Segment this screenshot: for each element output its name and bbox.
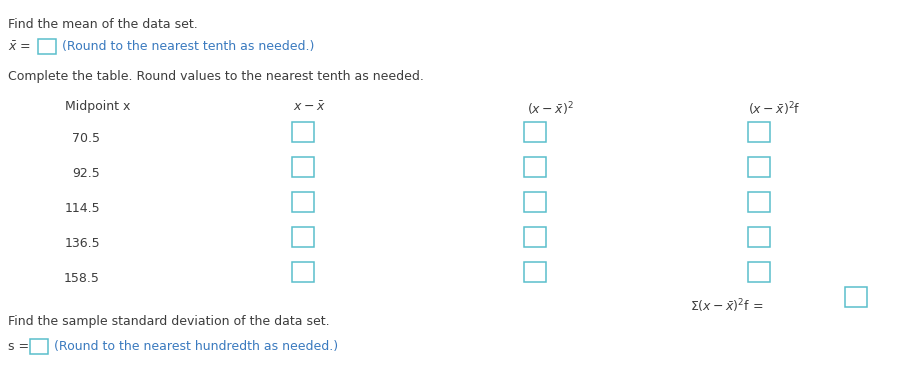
FancyBboxPatch shape bbox=[38, 39, 56, 54]
FancyBboxPatch shape bbox=[524, 157, 546, 177]
FancyBboxPatch shape bbox=[524, 122, 546, 142]
FancyBboxPatch shape bbox=[30, 339, 48, 354]
FancyBboxPatch shape bbox=[524, 192, 546, 212]
Text: s =: s = bbox=[8, 340, 30, 353]
Text: 92.5: 92.5 bbox=[72, 167, 100, 180]
Text: (Round to the nearest tenth as needed.): (Round to the nearest tenth as needed.) bbox=[62, 40, 314, 53]
FancyBboxPatch shape bbox=[845, 287, 867, 307]
FancyBboxPatch shape bbox=[524, 227, 546, 247]
Text: $x-\bar{x}$: $x-\bar{x}$ bbox=[293, 100, 325, 113]
Text: Find the sample standard deviation of the data set.: Find the sample standard deviation of th… bbox=[8, 315, 330, 328]
FancyBboxPatch shape bbox=[292, 157, 314, 177]
Text: $(x-\bar{x})^2$: $(x-\bar{x})^2$ bbox=[527, 100, 574, 118]
FancyBboxPatch shape bbox=[748, 227, 770, 247]
FancyBboxPatch shape bbox=[292, 262, 314, 282]
FancyBboxPatch shape bbox=[748, 122, 770, 142]
Text: 114.5: 114.5 bbox=[65, 202, 100, 215]
Text: $\bar{x}$ =: $\bar{x}$ = bbox=[8, 40, 30, 53]
FancyBboxPatch shape bbox=[292, 122, 314, 142]
FancyBboxPatch shape bbox=[748, 262, 770, 282]
FancyBboxPatch shape bbox=[292, 227, 314, 247]
Text: (Round to the nearest hundredth as needed.): (Round to the nearest hundredth as neede… bbox=[54, 340, 338, 353]
FancyBboxPatch shape bbox=[524, 262, 546, 282]
Text: Complete the table. Round values to the nearest tenth as needed.: Complete the table. Round values to the … bbox=[8, 70, 424, 83]
Text: Find the mean of the data set.: Find the mean of the data set. bbox=[8, 18, 198, 31]
Text: $\Sigma(x-\bar{x})^2$f =: $\Sigma(x-\bar{x})^2$f = bbox=[690, 297, 763, 315]
Text: 158.5: 158.5 bbox=[64, 272, 100, 285]
FancyBboxPatch shape bbox=[748, 157, 770, 177]
Text: Midpoint x: Midpoint x bbox=[65, 100, 130, 113]
FancyBboxPatch shape bbox=[292, 192, 314, 212]
Text: 136.5: 136.5 bbox=[65, 237, 100, 250]
Text: $(x-\bar{x})^2$f: $(x-\bar{x})^2$f bbox=[748, 100, 800, 118]
FancyBboxPatch shape bbox=[748, 192, 770, 212]
Text: 70.5: 70.5 bbox=[72, 132, 100, 145]
